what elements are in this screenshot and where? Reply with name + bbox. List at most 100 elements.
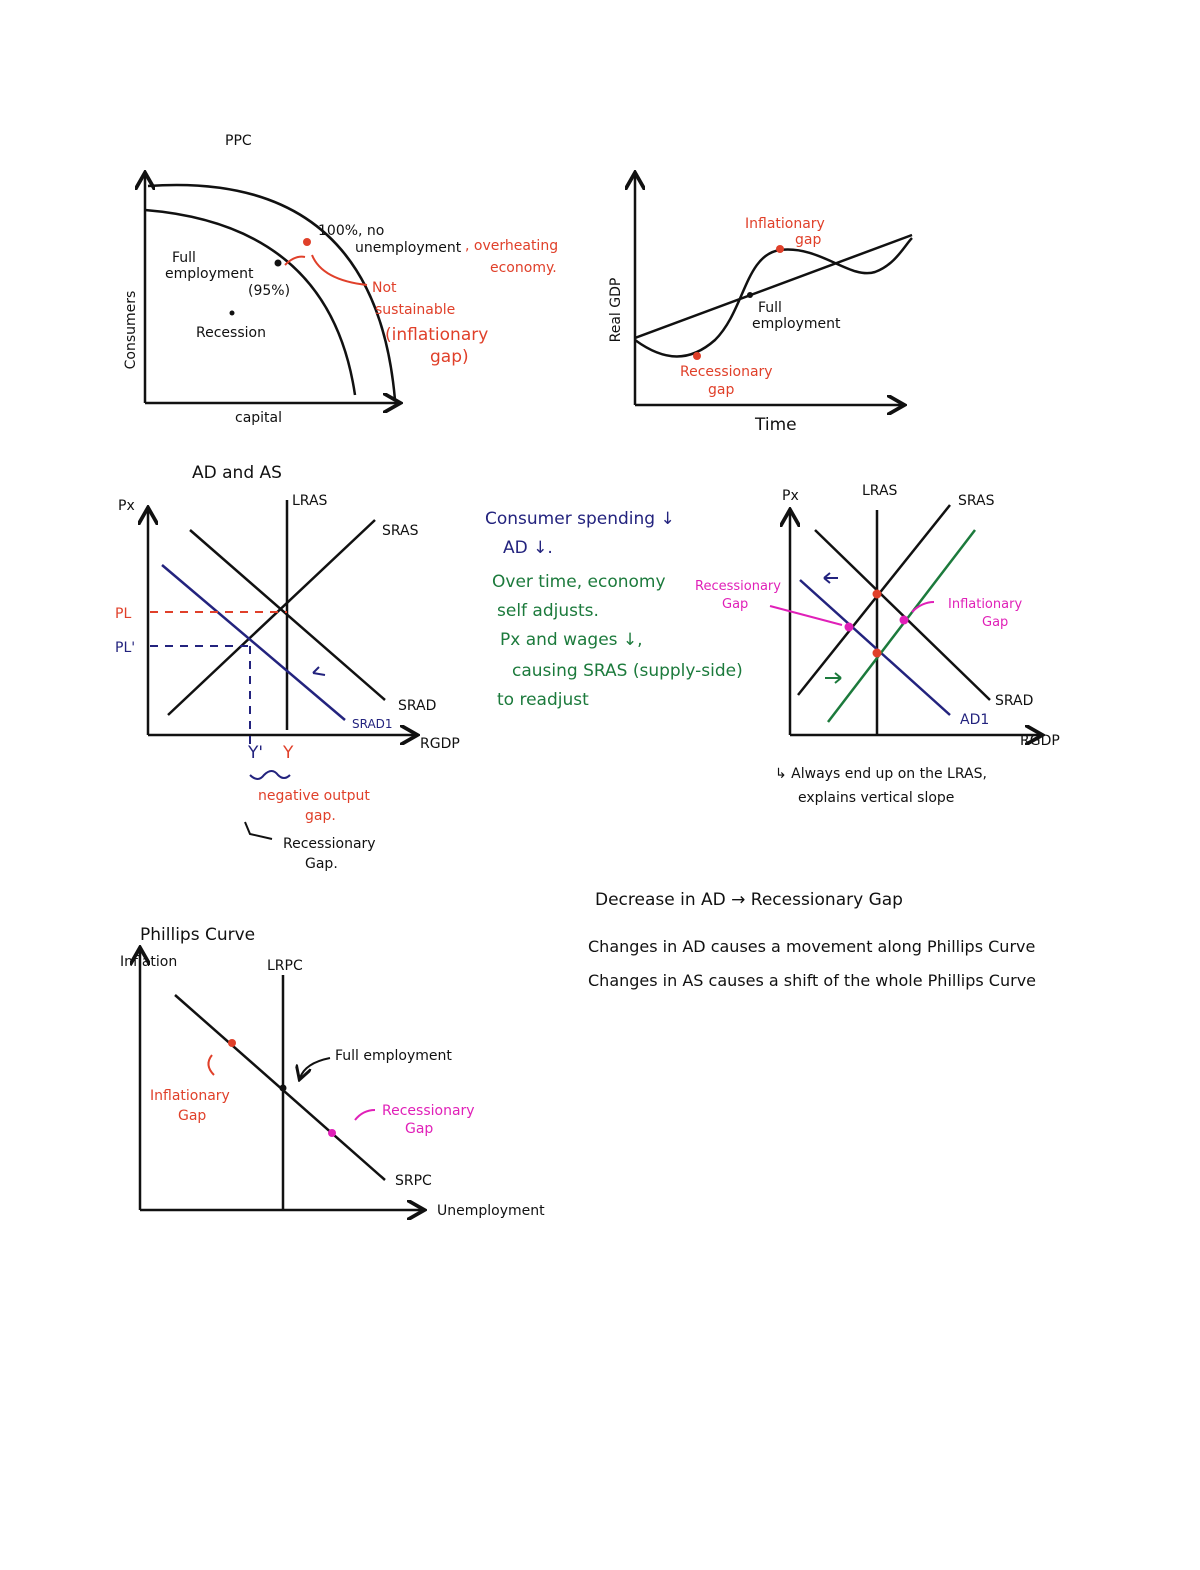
point (279, 1084, 287, 1092)
note: causing SRAS (supply-side) (512, 661, 743, 681)
arrow (911, 601, 935, 613)
x-axis-label: Unemployment (437, 1203, 545, 1219)
y-axis-label: Consumers (123, 291, 139, 370)
note: explains vertical slope (798, 790, 954, 806)
note: Over time, economy (492, 572, 666, 592)
label: AD1 (960, 712, 989, 728)
point (872, 648, 882, 658)
x-axis-label: capital (235, 410, 282, 426)
label: Gap (982, 615, 1008, 630)
label: SRAD (398, 698, 436, 714)
srad-line (814, 529, 991, 701)
label: gap (795, 232, 821, 248)
cycle-curve (634, 237, 913, 358)
point (776, 245, 784, 253)
point (747, 292, 753, 298)
label: Recessionary (283, 836, 376, 852)
y-axis-label: Px (782, 488, 799, 504)
title: Phillips Curve (140, 925, 255, 945)
label: negative output (258, 788, 370, 804)
label: , overheating (465, 238, 558, 254)
label: 100%, no (318, 223, 384, 239)
point (228, 1039, 236, 1047)
pl-prime-line (150, 645, 251, 745)
point (693, 352, 701, 360)
label: Gap (722, 597, 748, 612)
label: Inflationary (150, 1088, 230, 1104)
brace (249, 770, 291, 780)
shift-arrow (823, 572, 838, 584)
arrow (207, 1054, 215, 1076)
label: Inflationary (745, 216, 825, 232)
point (899, 615, 909, 625)
ppc-curve-outer (147, 183, 397, 401)
label: gap) (430, 347, 469, 367)
y-axis-label: Px (118, 498, 135, 514)
label: sustainable (375, 302, 455, 318)
label: PL (115, 606, 131, 622)
label: Not (372, 280, 397, 296)
summary-line: Changes in AD causes a movement along Ph… (588, 937, 1035, 956)
ad-as-diagram: AD and AS Px RGDP LRAS SRAS SRAD SRAD1 P… (115, 463, 460, 872)
phillips-diagram: Phillips Curve Inflation Unemployment LR… (120, 925, 545, 1219)
ad1-line (799, 579, 951, 716)
ppc-curve (144, 208, 357, 396)
label: Recessionary (680, 364, 773, 380)
label: Gap (178, 1108, 206, 1124)
label: LRAS (292, 493, 328, 509)
arrow (354, 1109, 376, 1121)
label: Full (172, 250, 196, 266)
shift-arrow (825, 672, 842, 684)
label: Y (282, 743, 294, 763)
point (844, 622, 854, 632)
summary-line: Decrease in AD → Recessionary Gap (595, 890, 903, 910)
label: (95%) (248, 283, 290, 299)
summary-line: Changes in AS causes a shift of the whol… (588, 971, 1036, 990)
label: employment (165, 266, 254, 282)
point (274, 259, 282, 267)
arrow (284, 254, 368, 286)
ad-as-diagram-2: Px RGDP LRAS SRAS SRAD AD1 Recessionary … (695, 483, 1060, 806)
label: Full (758, 300, 782, 316)
point (872, 589, 882, 599)
notes: Consumer spending ↓ AD ↓. Over time, eco… (485, 509, 743, 710)
title: PPC (225, 133, 252, 149)
label: SRPC (395, 1173, 432, 1189)
sras-line (797, 504, 951, 696)
label: Gap. (305, 856, 338, 872)
label: Recessionary (695, 579, 781, 594)
label: SRAD (995, 693, 1033, 709)
label: Gap (405, 1121, 433, 1137)
point (328, 1129, 336, 1137)
note: AD ↓. (503, 538, 553, 558)
label: gap (708, 382, 734, 398)
point (229, 310, 235, 316)
y-axis-label: Inflation (120, 954, 177, 970)
arrow (300, 1057, 331, 1078)
x-axis-label: RGDP (420, 736, 460, 752)
label: SRAS (958, 493, 995, 509)
srad1-line (161, 564, 346, 721)
label: employment (752, 316, 841, 332)
label: SRAS (382, 523, 419, 539)
label: Full employment (335, 1048, 452, 1064)
label: gap. (305, 808, 336, 824)
note: Px and wages ↓, (500, 630, 643, 650)
business-cycle-diagram: Real GDP Time Inflationary gap Full empl… (608, 175, 913, 435)
note: ↳ Always end up on the LRAS, (775, 766, 987, 782)
x-axis-label: RGDP (1020, 733, 1060, 749)
sras2-line (827, 529, 976, 723)
y-axis-label: Real GDP (608, 278, 624, 343)
label: economy. (490, 260, 557, 276)
label: Recession (196, 325, 266, 341)
summary: Decrease in AD → Recessionary Gap Change… (588, 890, 1036, 990)
title: AD and AS (192, 463, 282, 483)
label: LRAS (862, 483, 898, 499)
srad-line (189, 529, 386, 701)
label: Y' (247, 743, 263, 763)
note: Consumer spending ↓ (485, 509, 675, 529)
arrow (244, 821, 273, 840)
note: self adjusts. (497, 601, 599, 621)
point (303, 238, 311, 246)
